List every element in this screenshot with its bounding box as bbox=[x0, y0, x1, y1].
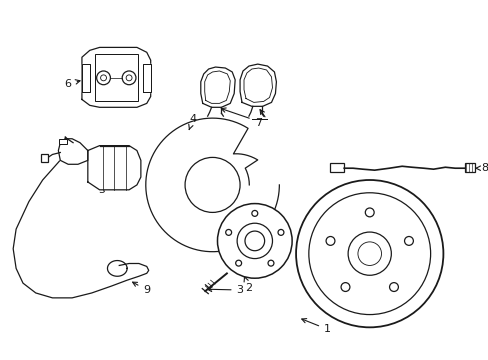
Bar bbox=[95, 54, 138, 102]
Polygon shape bbox=[58, 139, 88, 164]
Polygon shape bbox=[88, 146, 141, 190]
Text: 2: 2 bbox=[244, 277, 252, 293]
Text: 9: 9 bbox=[132, 282, 150, 295]
Bar bbox=[59, 139, 67, 144]
Polygon shape bbox=[82, 64, 90, 91]
Polygon shape bbox=[82, 48, 150, 107]
Polygon shape bbox=[142, 64, 150, 91]
Polygon shape bbox=[240, 64, 276, 106]
Text: 4: 4 bbox=[188, 114, 196, 130]
Polygon shape bbox=[201, 67, 235, 107]
Circle shape bbox=[184, 157, 240, 212]
Text: 7: 7 bbox=[255, 118, 262, 128]
Circle shape bbox=[243, 211, 250, 218]
Circle shape bbox=[217, 203, 291, 278]
Bar bbox=[41, 154, 47, 162]
Text: 8: 8 bbox=[475, 163, 488, 173]
Circle shape bbox=[97, 71, 110, 85]
Text: 3: 3 bbox=[207, 285, 243, 295]
Text: 6: 6 bbox=[64, 79, 80, 89]
Text: 1: 1 bbox=[301, 319, 330, 334]
Circle shape bbox=[122, 71, 136, 85]
Polygon shape bbox=[145, 118, 279, 252]
Bar bbox=[330, 163, 344, 172]
Bar bbox=[464, 163, 474, 172]
Text: 5: 5 bbox=[98, 179, 107, 195]
